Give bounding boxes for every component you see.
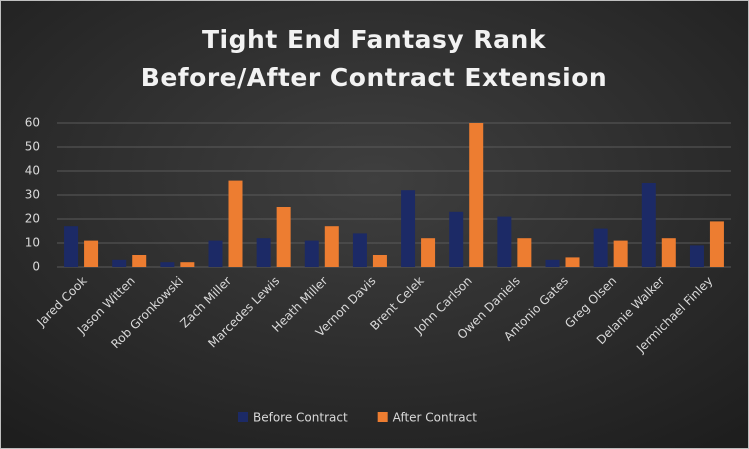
legend-swatch <box>238 412 248 422</box>
y-tick-label: 10 <box>25 236 40 250</box>
bar <box>352 233 367 267</box>
bar <box>208 240 223 267</box>
bar <box>228 180 243 267</box>
bar <box>421 238 436 267</box>
bar <box>64 226 79 267</box>
bar <box>613 240 628 267</box>
bar <box>112 259 127 267</box>
bar <box>180 262 195 267</box>
legend-label: Before Contract <box>253 411 348 425</box>
y-tick-label: 20 <box>25 212 40 226</box>
bar <box>469 123 484 267</box>
bar <box>517 238 532 267</box>
y-tick-label: 30 <box>25 188 40 202</box>
bar <box>84 240 99 267</box>
y-tick-label: 0 <box>32 260 40 274</box>
bar <box>160 262 175 267</box>
y-tick-label: 60 <box>25 116 40 130</box>
bar <box>709 221 724 267</box>
chart-title: Before/After Contract Extension <box>141 63 607 92</box>
bar <box>689 245 704 267</box>
bar <box>641 183 656 267</box>
bar <box>545 259 560 267</box>
bar <box>401 190 416 267</box>
y-tick-label: 40 <box>25 164 40 178</box>
bar <box>449 211 464 267</box>
legend-swatch <box>377 412 388 422</box>
bar <box>132 255 147 267</box>
bar <box>256 238 271 267</box>
bar <box>661 238 676 267</box>
bar <box>497 216 512 267</box>
bar <box>304 240 319 267</box>
bar <box>324 226 339 267</box>
bar <box>276 207 291 267</box>
bar <box>565 257 580 267</box>
bar <box>593 228 608 267</box>
legend-label: After Contract <box>393 411 478 425</box>
y-tick-label: 50 <box>25 140 40 154</box>
bar <box>372 255 387 267</box>
chart-title: Tight End Fantasy Rank <box>202 25 547 54</box>
